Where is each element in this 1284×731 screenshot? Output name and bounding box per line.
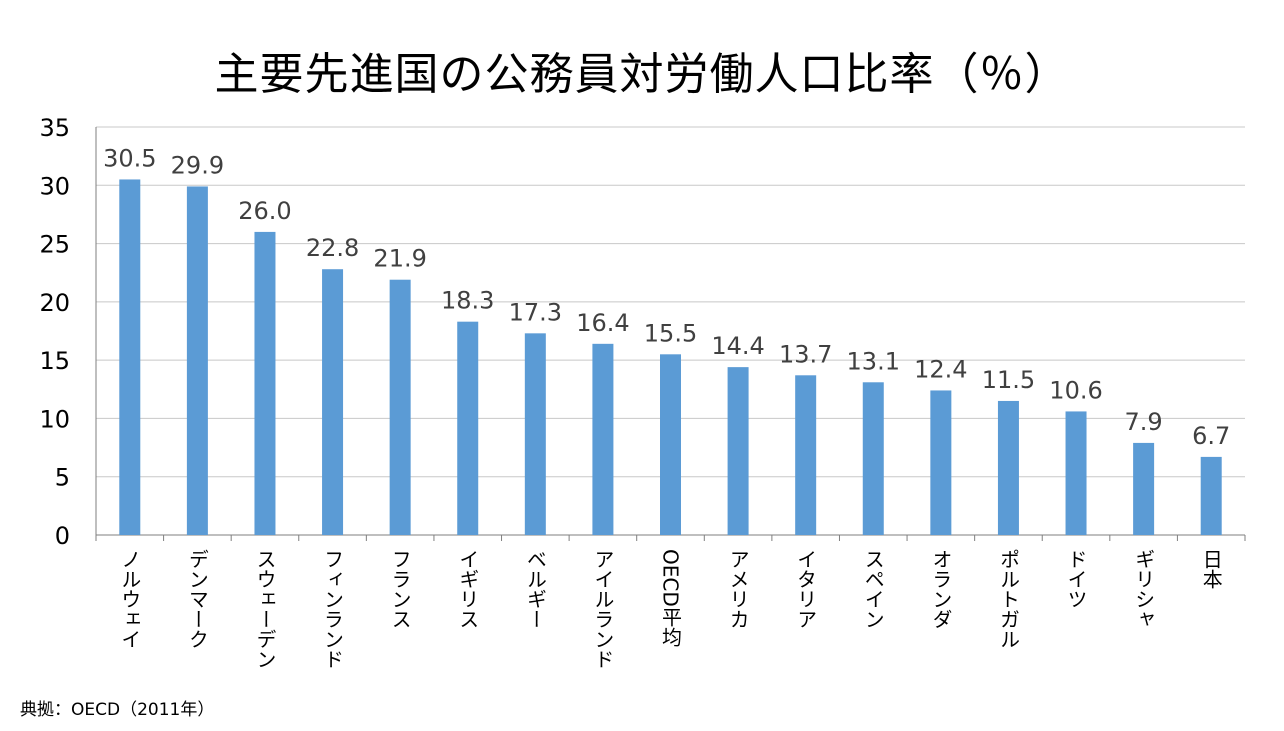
category-label: ドイツ bbox=[1064, 549, 1089, 609]
data-label: 21.9 bbox=[373, 245, 426, 273]
bar bbox=[1200, 456, 1222, 535]
bar bbox=[862, 382, 884, 535]
data-label: 14.4 bbox=[711, 332, 764, 360]
y-tick-label: 30 bbox=[39, 172, 70, 200]
bar bbox=[592, 343, 614, 535]
category-label: 日本 bbox=[1199, 549, 1224, 589]
category-label: デンマーク bbox=[185, 549, 210, 649]
bar bbox=[457, 321, 479, 535]
y-tick-label: 35 bbox=[39, 114, 70, 142]
bar bbox=[524, 333, 546, 535]
category-label: フィンランド bbox=[320, 549, 345, 669]
bar bbox=[1133, 442, 1155, 535]
bar bbox=[186, 186, 208, 536]
bar bbox=[930, 390, 952, 535]
source-note: 典拠：OECD（2011年） bbox=[20, 700, 215, 720]
data-label: 12.4 bbox=[914, 355, 967, 383]
chart-title: 主要先進国の公務員対労働人口比率（％） bbox=[214, 49, 1070, 100]
category-label: スペイン bbox=[861, 549, 886, 629]
y-tick-label: 15 bbox=[39, 347, 70, 375]
bar bbox=[1065, 411, 1087, 535]
data-label: 22.8 bbox=[306, 234, 359, 262]
category-label: ポルトガル bbox=[996, 549, 1021, 649]
y-tick-label: 5 bbox=[55, 464, 70, 492]
category-label: ベルギー bbox=[523, 549, 548, 629]
y-tick-label: 0 bbox=[55, 522, 70, 550]
bar bbox=[727, 367, 749, 535]
data-label: 13.1 bbox=[847, 347, 900, 375]
category-label: イギリス bbox=[455, 549, 480, 629]
y-tick-label: 20 bbox=[39, 289, 70, 317]
data-label: 30.5 bbox=[103, 144, 156, 172]
data-label: 6.7 bbox=[1192, 422, 1230, 450]
category-label: スウェーデン bbox=[252, 549, 277, 669]
bar bbox=[795, 375, 817, 535]
bar bbox=[660, 354, 681, 535]
category-label: フランス bbox=[388, 549, 413, 629]
data-label: 11.5 bbox=[982, 366, 1035, 394]
bar bbox=[254, 231, 276, 535]
category-label: OECD平均 bbox=[658, 549, 683, 647]
bar bbox=[119, 179, 141, 535]
data-label: 16.4 bbox=[576, 309, 629, 337]
category-label: オランダ bbox=[928, 549, 953, 629]
data-label: 15.5 bbox=[644, 319, 697, 347]
data-label: 10.6 bbox=[1049, 376, 1102, 404]
data-label: 13.7 bbox=[779, 340, 832, 368]
bar bbox=[389, 279, 411, 535]
data-label: 7.9 bbox=[1125, 408, 1163, 436]
bar bbox=[322, 269, 344, 535]
data-label: 18.3 bbox=[441, 287, 494, 315]
y-tick-label: 25 bbox=[39, 231, 70, 259]
category-label: アメリカ bbox=[726, 549, 751, 629]
category-label: アイルランド bbox=[590, 549, 615, 669]
y-tick-label: 10 bbox=[39, 405, 70, 433]
category-label: ギリシャ bbox=[1131, 549, 1156, 629]
category-label: イタリア bbox=[793, 549, 818, 629]
data-label: 26.0 bbox=[238, 197, 291, 225]
bar bbox=[997, 400, 1019, 535]
category-label: ノルウェイ bbox=[117, 549, 142, 649]
data-label: 29.9 bbox=[171, 151, 224, 179]
data-label: 17.3 bbox=[509, 298, 562, 326]
